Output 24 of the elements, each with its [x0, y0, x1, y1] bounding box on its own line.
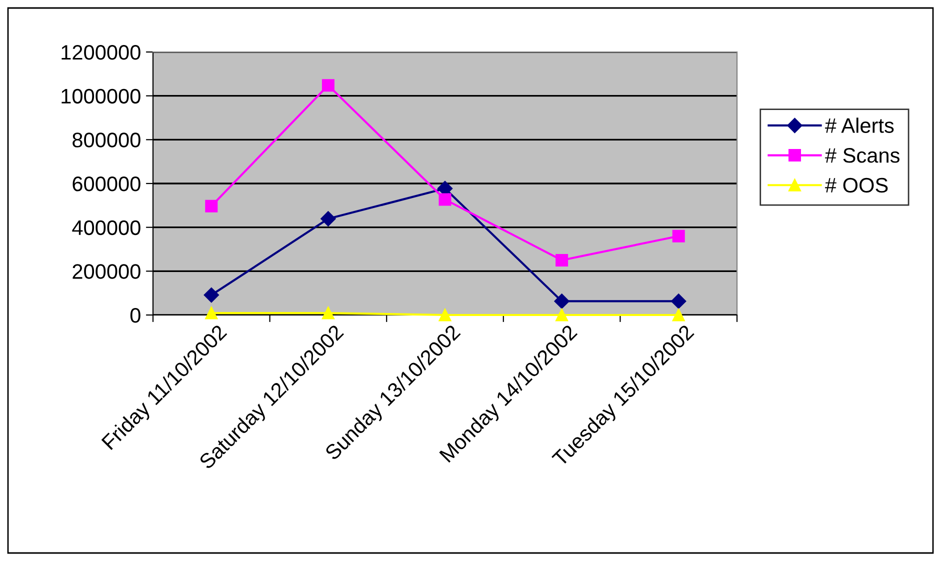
y-tick-label: 400000	[72, 220, 140, 236]
point	[672, 230, 685, 242]
point	[438, 193, 452, 206]
legend-label: # Alerts	[825, 118, 894, 133]
point	[320, 211, 336, 226]
point	[672, 308, 685, 322]
y-tick-label: 1200000	[62, 45, 140, 60]
point	[322, 306, 334, 320]
point	[205, 200, 218, 212]
y-tick-label: 600000	[72, 176, 140, 192]
y-tick-label: 800000	[72, 132, 140, 148]
y-tick-label: 1000000	[62, 88, 140, 104]
y-tick-label: 200000	[72, 264, 140, 279]
point	[438, 308, 452, 322]
point	[322, 79, 334, 92]
point	[205, 306, 218, 320]
point	[554, 294, 570, 309]
legend-label: # Scans	[825, 148, 900, 163]
legend-label: # OOS	[825, 178, 888, 193]
point	[556, 308, 568, 322]
y-tick-label: 0	[130, 308, 140, 323]
point	[204, 287, 219, 303]
point	[556, 254, 568, 266]
point	[671, 294, 686, 309]
